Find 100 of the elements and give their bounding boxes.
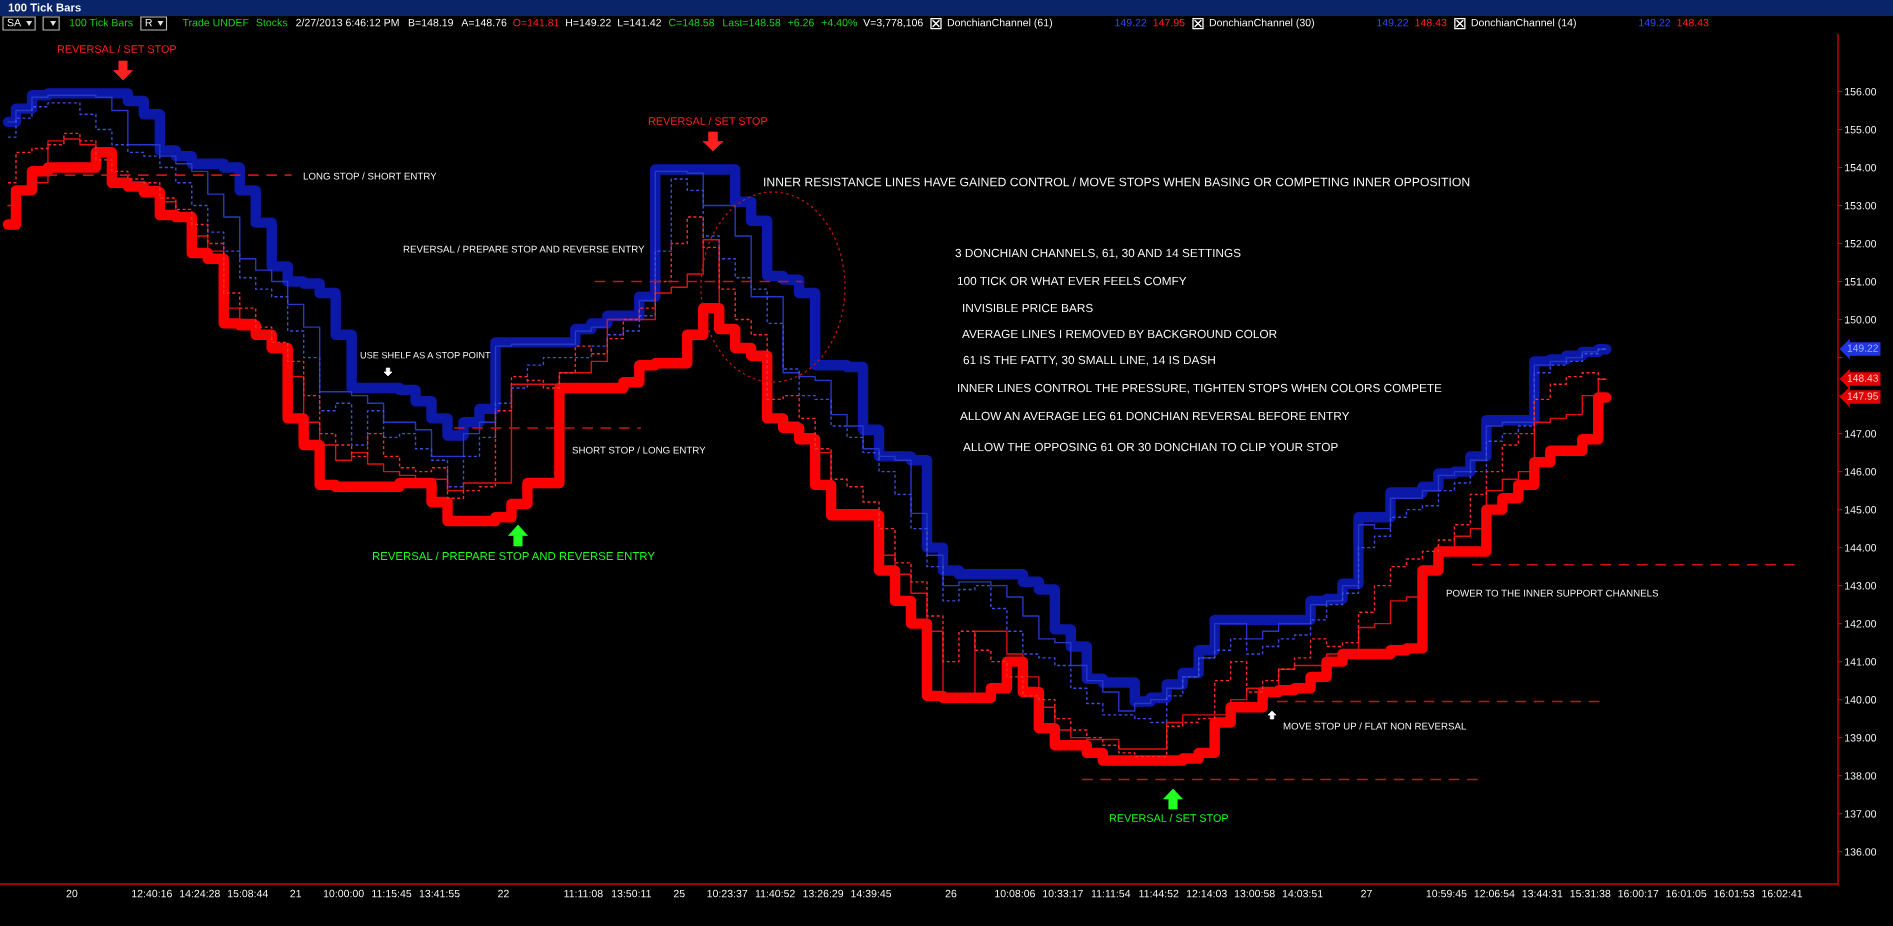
x-tick-label: 16:02:41: [1762, 889, 1803, 898]
y-tick-label: 143.00: [1845, 582, 1877, 590]
y-tick-label: 155.00: [1845, 125, 1877, 134]
text: O=141.81: [513, 18, 559, 27]
x-tick-label: 12:14:03: [1186, 889, 1227, 898]
y-tick-label: 145.00: [1845, 506, 1877, 514]
x-tick-label: 14:03:51: [1282, 889, 1323, 898]
annotation: REVERSAL / PREPARE STOP AND REVERSE ENTRY: [372, 551, 655, 561]
y-tick-label: 146.00: [1845, 468, 1877, 476]
y-tick-label: 147.00: [1845, 430, 1877, 438]
annotation: AVERAGE LINES I REMOVED BY BACKGROUND COLOR: [962, 329, 1277, 339]
text: DonchianChannel (30): [1209, 18, 1314, 29]
y-tick-label: 138.00: [1845, 772, 1877, 780]
x-tick-label: 16:01:53: [1714, 889, 1755, 898]
text: +4.40%: [821, 18, 857, 27]
text: +6.26: [788, 18, 814, 27]
y-tick-label: 141.00: [1845, 658, 1877, 666]
x-tick-label: 13:00:58: [1234, 889, 1275, 898]
text: 148.43: [1415, 18, 1447, 27]
x-tick-label: 10:00:00: [323, 889, 364, 898]
y-tick-label: 142.00: [1845, 620, 1877, 628]
text: 148.43: [1677, 18, 1709, 27]
y-tick-label: 139.00: [1845, 734, 1877, 742]
y-tick-label: 150.00: [1845, 316, 1877, 324]
x-tick-label: 16:00:17: [1618, 889, 1659, 898]
x-tick-label: 20: [66, 889, 78, 898]
y-tick-label: 144.00: [1845, 544, 1877, 552]
x-tick-label: 13:26:29: [803, 889, 844, 898]
text: 2/27/2013 6:46:12 PM: [296, 18, 399, 27]
annotation: ALLOW THE OPPOSING 61 OR 30 DONCHIAN TO CLIP YOUR STOP: [963, 442, 1338, 452]
annotation: REVERSAL / SET STOP: [57, 44, 177, 53]
annotation: USE SHELF AS A STOP POINT: [360, 351, 491, 359]
x-tick-label: 15:31:38: [1570, 889, 1611, 898]
annotation: REVERSAL / SET STOP: [648, 116, 768, 125]
y-tick-label: 136.00: [1845, 848, 1877, 856]
ref-line-label: POWER TO THE INNER SUPPORT CHANNELS: [1446, 589, 1659, 597]
x-tick-label: 12:40:16: [132, 889, 172, 898]
text: L=141.42: [618, 18, 662, 27]
ref-line-label: MOVE STOP UP / FLAT NON REVERSAL: [1283, 722, 1467, 730]
y-tick-label: 151.00: [1845, 278, 1877, 286]
x-tick-label: 13:50:11: [611, 889, 651, 898]
chart-title: 100 Tick Bars: [8, 3, 81, 12]
annotation: 61 IS THE FATTY, 30 SMALL LINE, 14 IS DASH: [963, 355, 1215, 366]
y-tick-label: 137.00: [1845, 810, 1877, 818]
x-tick-label: 27: [1361, 889, 1372, 898]
ref-line-label: SHORT STOP / LONG ENTRY: [572, 446, 706, 454]
x-tick-label: 16:01:05: [1666, 889, 1707, 898]
x-tick-label: 13:41:55: [419, 889, 460, 898]
y-tick-label: 154.00: [1845, 163, 1877, 172]
text: DonchianChannel (14): [1471, 18, 1576, 29]
text: 149.22: [1847, 344, 1878, 352]
x-tick-label: 10:23:37: [707, 889, 748, 898]
text: C=148.58: [669, 18, 715, 27]
text: B=148.19: [408, 18, 453, 27]
text: SA: [7, 18, 22, 27]
y-tick-label: 152.00: [1845, 240, 1877, 248]
text: A=148.76: [461, 18, 507, 27]
y-tick-label: 140.00: [1845, 696, 1877, 704]
x-tick-label: 25: [673, 889, 685, 898]
x-tick-label: 26: [945, 889, 957, 898]
x-tick-label: 10:08:06: [995, 889, 1035, 898]
annotation: INVISIBLE PRICE BARS: [963, 303, 1093, 313]
x-tick-label: 12:06:54: [1474, 889, 1515, 898]
x-tick-label: 11:11:54: [1091, 889, 1131, 898]
annotation: REVERSAL / PREPARE STOP AND REVERSE ENTRY: [403, 245, 645, 253]
x-tick-label: 14:39:45: [851, 889, 892, 898]
text: Last=148.58: [723, 18, 781, 27]
text: 147.95: [1153, 18, 1185, 27]
text: V=3,778,106: [863, 18, 923, 28]
x-tick-label: 10:59:45: [1426, 889, 1467, 898]
text: 149.22: [1377, 18, 1409, 27]
x-tick-label: 13:44:31: [1522, 889, 1563, 898]
text: 147.95: [1847, 392, 1878, 400]
text: 149.22: [1639, 18, 1671, 27]
y-tick-label: 153.00: [1845, 201, 1877, 210]
text: 149.22: [1115, 18, 1147, 27]
x-tick-label: 21: [290, 889, 302, 898]
ref-line-label: LONG STOP / SHORT ENTRY: [303, 172, 437, 180]
x-tick-label: 22: [498, 889, 509, 898]
annotation: 100 TICK OR WHAT EVER FEELS COMFY: [957, 276, 1187, 286]
annotation: ALLOW AN AVERAGE LEG 61 DONCHIAN REVERSAL BEFORE ENTRY: [960, 411, 1350, 421]
y-tick-label: 156.00: [1845, 87, 1877, 96]
text: H=149.22: [566, 18, 611, 27]
annotation: INNER LINES CONTROL THE PRESSURE, TIGHTEN STOPS WHEN COLORS COMPETE: [958, 383, 1442, 394]
text: 100 Tick Bars: [69, 18, 133, 27]
annotation: 3 DONCHIAN CHANNELS, 61, 30 AND 14 SETTINGS: [955, 248, 1241, 259]
x-tick-label: 11:11:08: [564, 889, 603, 898]
annotation: REVERSAL / SET STOP: [1109, 813, 1229, 822]
text: DonchianChannel (61): [947, 18, 1052, 29]
x-tick-label: 11:15:45: [372, 889, 412, 898]
text: Trade UNDEF: [182, 18, 249, 27]
x-tick-label: 14:24:28: [180, 889, 220, 898]
x-tick-label: 11:40:52: [755, 889, 795, 898]
text: R: [145, 18, 153, 27]
x-tick-label: 10:33:17: [1043, 889, 1083, 898]
x-tick-label: 15:08:44: [227, 889, 268, 898]
annotation: INNER RESISTANCE LINES HAVE GAINED CONTROL / MOVE STOPS WHEN BASING OR COMPETING INNER OPPOSITION: [764, 177, 1470, 187]
x-tick-label: 11:44:52: [1139, 889, 1179, 898]
text: Stocks: [256, 18, 288, 27]
text: 148.43: [1847, 374, 1878, 382]
